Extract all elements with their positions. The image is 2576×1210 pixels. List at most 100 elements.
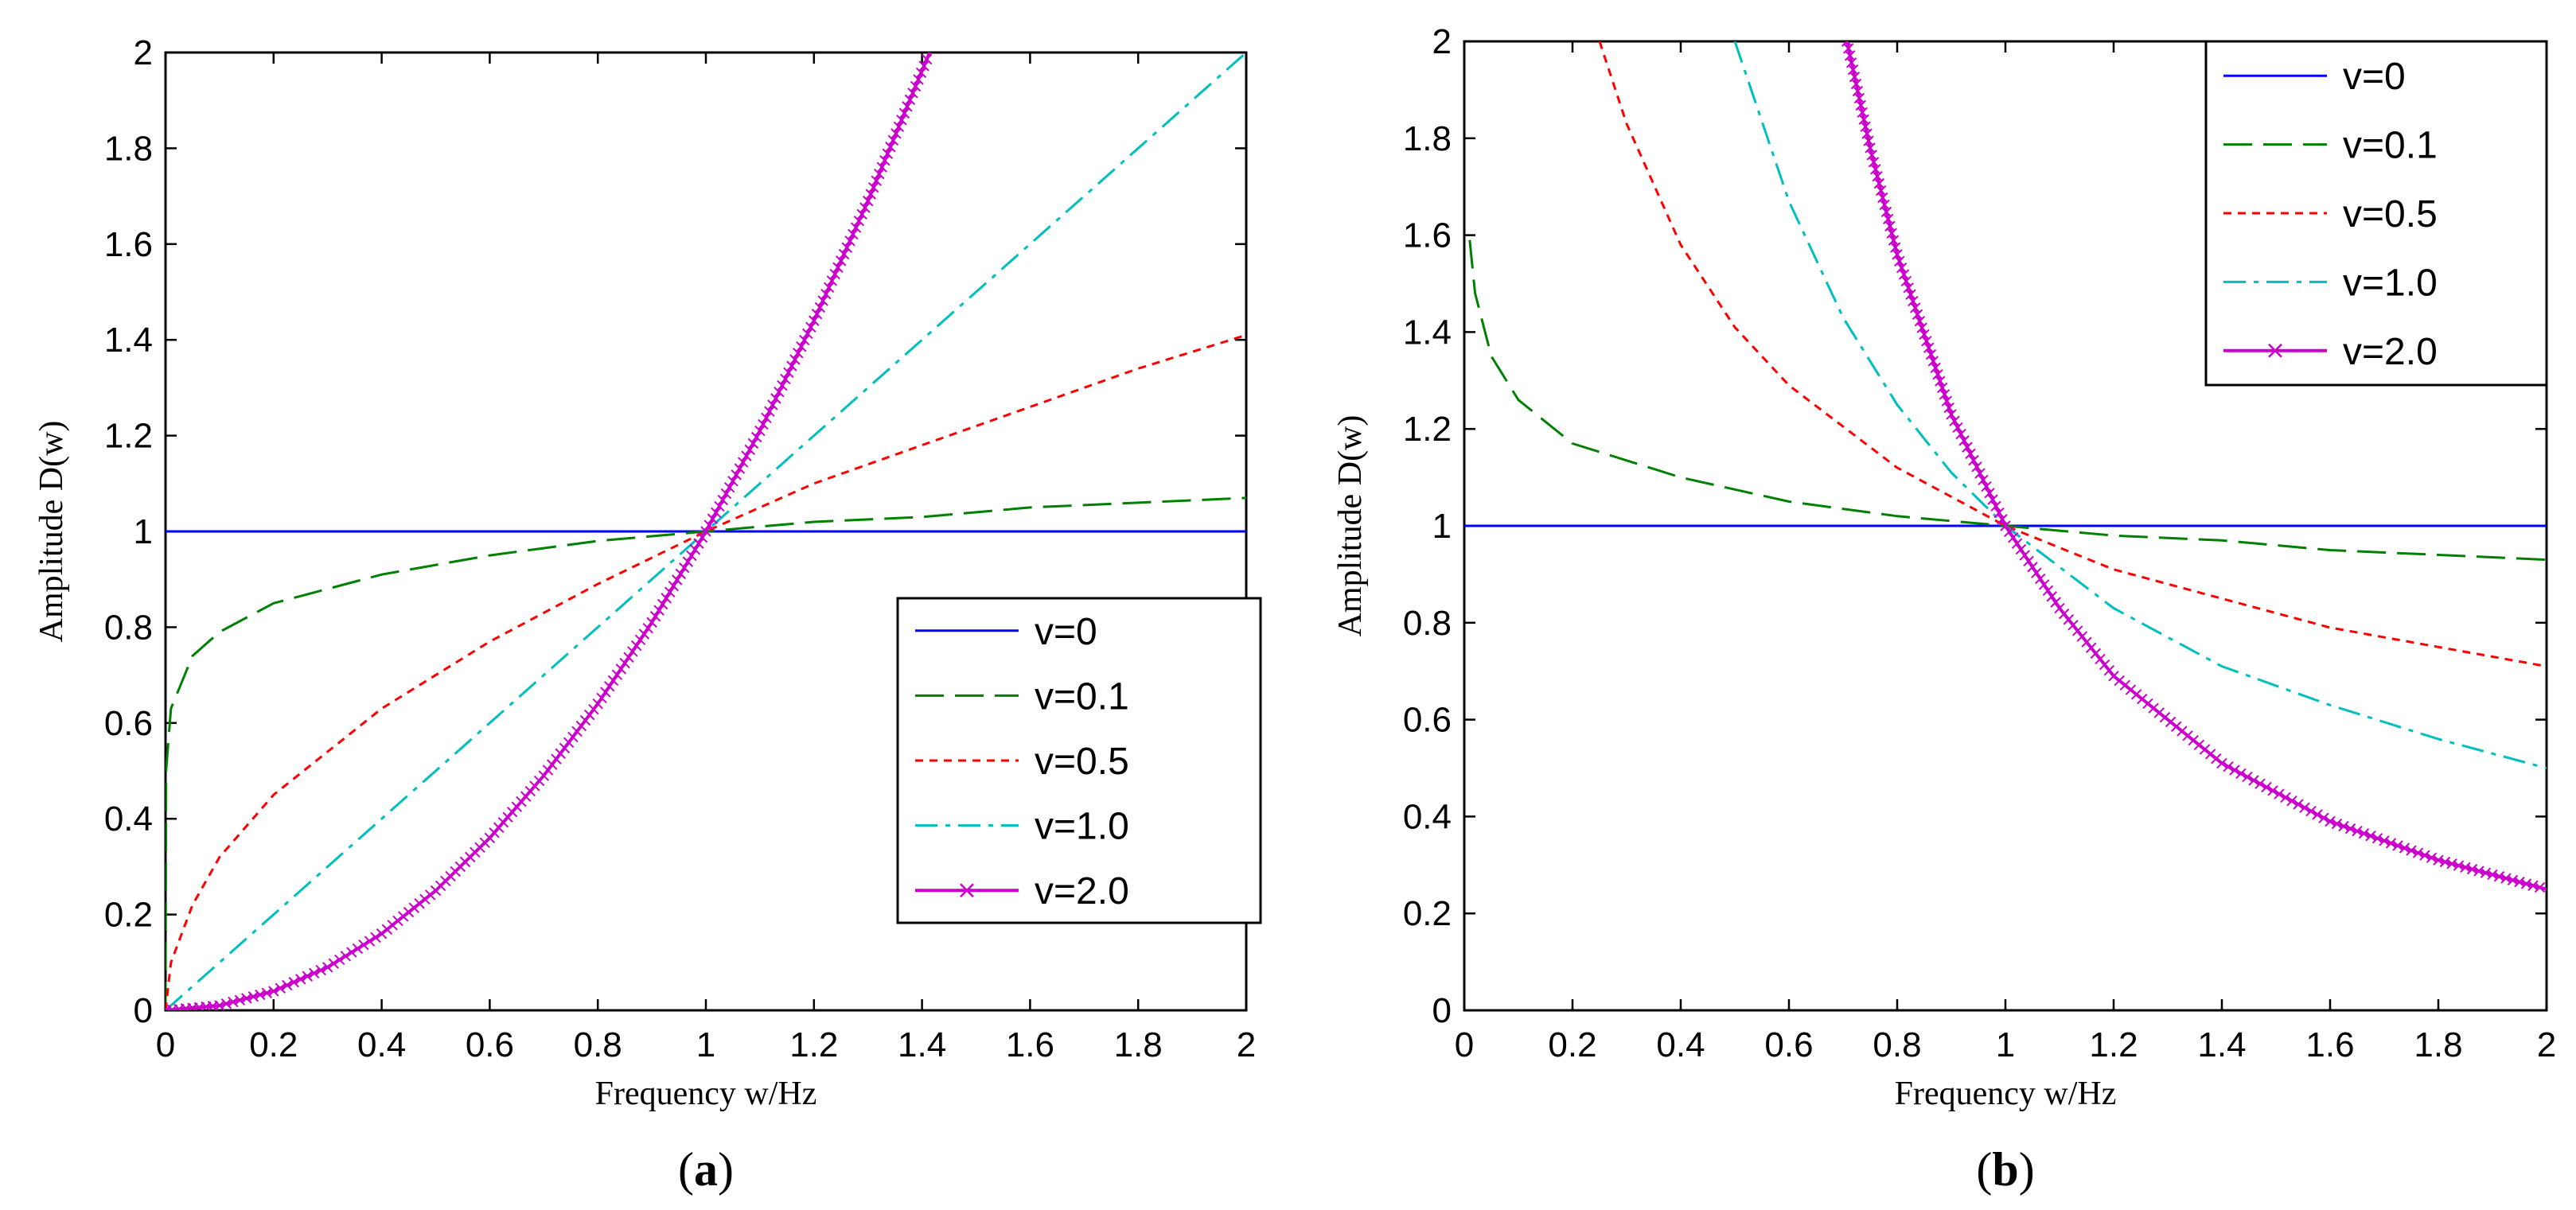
series-marker [890,128,902,139]
series-marker [607,675,619,687]
series-marker [2011,538,2023,549]
series-marker [2527,880,2539,891]
series-marker [1949,415,1960,426]
x-tick-label: 0.6 [1764,1025,1813,1064]
series-marker [879,155,890,166]
series-marker [758,418,769,430]
series-marker [1892,249,1903,260]
series-marker [2379,835,2390,846]
series-marker [661,593,672,604]
series-marker [1905,289,1916,300]
series-marker [1935,375,1946,387]
series-marker [2267,785,2278,796]
series-marker [838,248,850,260]
series-marker [2254,778,2266,789]
y-tick-label: 0.4 [1403,797,1452,836]
x-tick-label: 0.4 [357,1025,406,1064]
panel-b: 0 0.2 0.4 0.6 0.8 1 1.2 1.4 1.6 1.8 2 0 0.2 0.4 0.6 0.8… [1332,22,2556,1196]
series-v=0.5 [1598,41,2547,668]
series-marker [2085,642,2097,653]
series-marker [322,962,333,973]
y-tick-label: 1.2 [104,417,153,456]
series-marker [874,168,885,180]
series-marker [2274,788,2285,800]
panel-label: (b) [1976,1143,2034,1196]
series-marker [2392,840,2403,851]
series-marker [720,488,732,500]
series-marker [275,982,286,994]
series-marker [668,580,679,592]
series-marker [898,107,910,119]
series-marker [896,115,907,126]
series-marker [1925,348,1937,360]
x-tick-label: 1 [1996,1025,2015,1064]
series-marker [638,628,650,640]
series-marker [255,989,266,1001]
x-axis-label: Frequency w/Hz [595,1076,817,1112]
x-tick-label: 0.2 [249,1025,298,1064]
series-marker [2000,520,2011,531]
y-tick-label: 1 [134,512,153,551]
series-marker [1923,342,1935,353]
series-marker [1984,488,1995,499]
series-marker [646,617,657,628]
legend-label: v=1.0 [2343,262,2438,304]
series-marker [2325,815,2336,827]
series-marker [921,53,933,65]
series-marker [358,940,369,951]
series-marker [611,669,623,680]
series-marker [2312,809,2323,820]
series-marker [571,726,583,737]
y-tick-label: 1.4 [1403,313,1452,352]
legend-box [2204,40,2548,387]
series-v=2.0 [166,53,933,1010]
series-marker [567,731,579,743]
legend-marker [2268,343,2282,358]
series-marker [2487,869,2498,881]
series-marker [848,228,859,240]
series-marker [642,622,653,634]
x-tick-label: 0.4 [1656,1025,1705,1064]
series-marker [793,348,804,359]
series-marker [876,161,887,173]
series-marker [1919,329,1930,340]
series-marker [2520,878,2532,889]
series-marker [907,88,918,99]
series-marker [2426,852,2438,863]
panel-label: (a) [678,1143,734,1196]
series-marker [1894,255,1905,267]
series-marker [761,412,772,423]
x-tick-label: 1.2 [2089,1025,2138,1064]
series-marker [261,987,273,998]
series-marker [282,979,293,991]
series-marker [799,334,810,346]
series-marker [2293,799,2304,810]
series-marker [579,714,591,726]
legend: v=0 v=0.1 v=0.5 v=1.0 v=2.0 [896,597,1262,924]
series-marker [352,943,364,955]
series-marker [918,60,929,72]
panel-a: 0 0.2 0.4 0.6 0.8 1 1.2 1.4 1.6 1.8 2 0 0.2 0.4 0.6 0.8… [33,33,1262,1196]
series-marker [2412,847,2424,858]
series-marker [2235,768,2247,780]
y-tick-label: 1.6 [104,225,153,264]
series-marker [672,574,683,586]
series-marker [2004,526,2015,538]
series-marker [1946,409,1957,420]
series-marker [555,748,566,759]
series-marker [2433,854,2444,866]
series-marker [844,235,855,247]
x-tick-label: 0.6 [466,1025,514,1064]
series-marker [664,586,676,597]
legend-label: v=0.1 [1035,675,1129,718]
series-marker [1958,435,1970,446]
series-marker [2338,820,2349,832]
series-marker [1981,480,1992,492]
x-tick-label: 1.8 [1114,1025,1163,1064]
series-marker [811,309,823,320]
series-marker [615,663,627,675]
series-marker [220,998,232,1010]
series-v=0.1 [166,496,1246,1010]
series-marker [1943,402,1954,414]
